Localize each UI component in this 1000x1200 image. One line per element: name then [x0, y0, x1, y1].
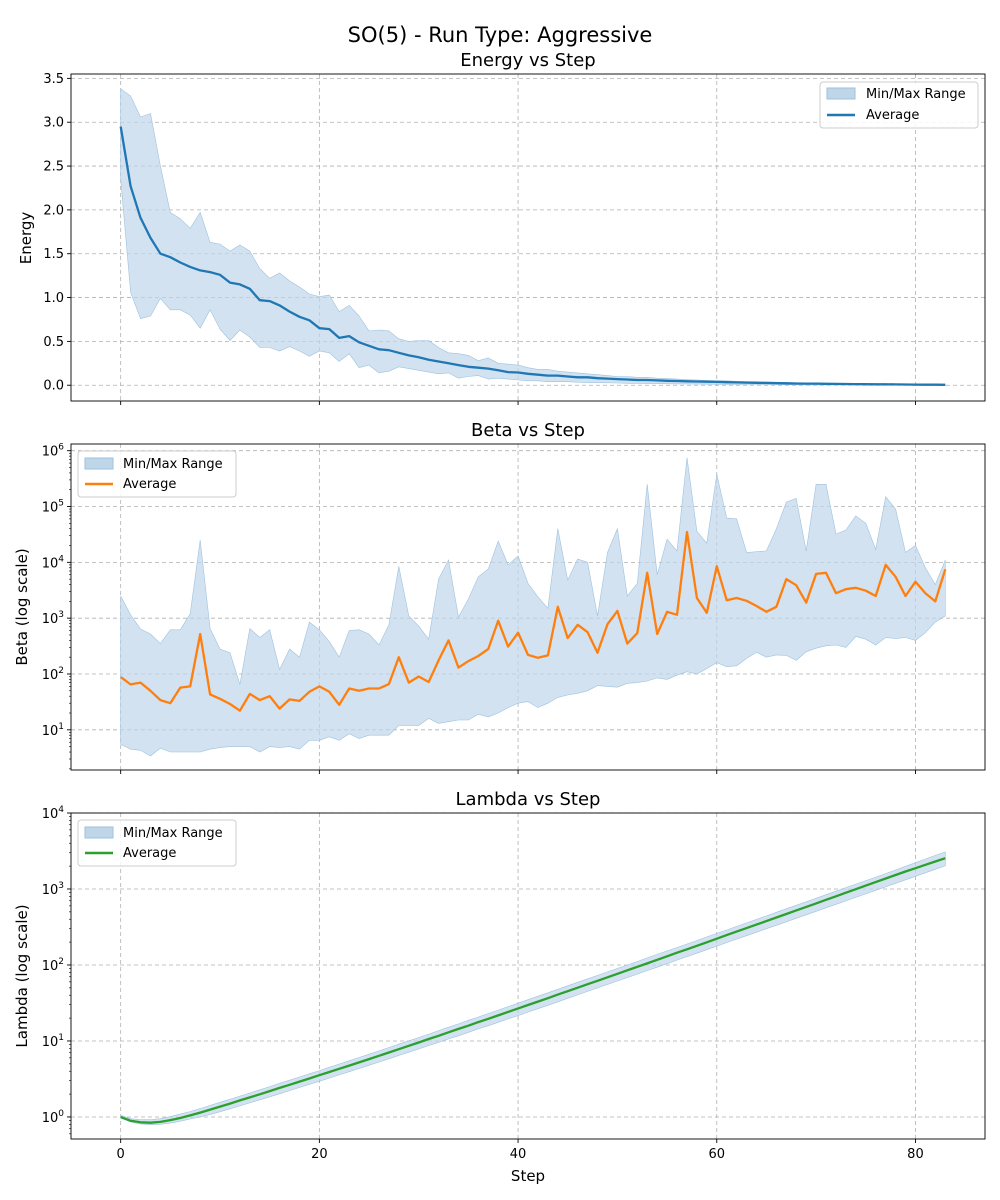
lambda-y-tick-label: 100 — [42, 1109, 65, 1126]
beta-plot — [120, 457, 947, 757]
beta-legend-box — [77, 450, 237, 498]
lambda-average-line — [120, 857, 946, 1124]
x-tick-label: 20 — [311, 1147, 328, 1162]
lambda-y-tick-label: 102 — [42, 957, 64, 974]
energy-y-tick-label: 0.0 — [43, 379, 64, 394]
lambda-legend: Min/Max Range Average — [77, 819, 237, 867]
lambda-y-tick-label: 101 — [42, 1033, 64, 1050]
energy-legend-box — [819, 81, 979, 129]
lambda-y-label: Lambda (log scale) — [13, 904, 31, 1047]
beta-legend: Min/Max Range Average — [77, 450, 237, 498]
x-axis-label: Step — [511, 1167, 545, 1185]
energy-y-tick-label: 3.5 — [43, 72, 64, 87]
lambda-minmax-band — [120, 851, 946, 1126]
lambda-x-ticks: 0 20 40 60 80 — [117, 1139, 924, 1162]
beta-legend-range-label: Min/Max Range — [123, 457, 223, 472]
energy-legend-range-label: Min/Max Range — [866, 87, 966, 102]
lambda-y-tick-label: 104 — [42, 805, 65, 822]
energy-y-tick-label: 2.0 — [43, 203, 64, 218]
energy-title: Energy vs Step — [460, 50, 595, 71]
x-tick-label: 80 — [907, 1147, 924, 1162]
lambda-y-ticks: 100 101 102 103 104 — [42, 805, 71, 1135]
energy-y-tick-label: 1.5 — [43, 247, 64, 262]
energy-legend-average-label: Average — [866, 108, 919, 123]
lambda-title: Lambda vs Step — [456, 789, 601, 810]
x-tick-label: 40 — [510, 1147, 527, 1162]
beta-panel: Beta vs Step 101 102 103 104 105 106 Beta (lo… — [13, 420, 986, 774]
energy-legend: Min/Max Range Average — [819, 81, 979, 129]
energy-y-label: Energy — [17, 212, 35, 265]
lambda-legend-range-label: Min/Max Range — [123, 826, 223, 841]
beta-y-ticks: 101 102 103 104 105 106 — [42, 443, 71, 770]
figure-title: SO(5) - Run Type: Aggressive — [348, 23, 653, 47]
energy-average-line — [119, 126, 946, 386]
energy-y-tick-label: 1.0 — [43, 291, 64, 306]
energy-minmax-band — [120, 88, 946, 386]
beta-y-tick-label: 101 — [42, 722, 64, 739]
beta-average-line — [120, 530, 947, 712]
beta-x-ticks — [120, 770, 916, 774]
x-tick-label: 0 — [117, 1147, 125, 1162]
beta-legend-average-label: Average — [123, 477, 176, 492]
energy-y-tick-label: 2.5 — [43, 160, 64, 175]
energy-legend-range-swatch — [826, 87, 856, 100]
beta-y-label: Beta (log scale) — [13, 548, 31, 665]
lambda-legend-range-swatch — [84, 826, 114, 839]
lambda-axes-frame — [70, 812, 986, 1140]
energy-y-ticks: 0.0 0.5 1.0 1.5 2.0 2.5 3.0 3.5 — [43, 72, 71, 394]
beta-y-tick-label: 105 — [42, 499, 64, 516]
lambda-panel: Lambda vs Step 100 101 102 103 104 0 20 40 60 80… — [13, 789, 986, 1185]
beta-y-tick-label: 102 — [42, 666, 64, 683]
beta-minmax-band — [120, 457, 946, 757]
energy-plot — [119, 88, 946, 386]
energy-grid — [71, 74, 985, 401]
energy-y-tick-label: 0.5 — [43, 335, 64, 350]
beta-title: Beta vs Step — [471, 420, 585, 441]
beta-y-tick-label: 103 — [42, 610, 64, 627]
energy-panel: Energy vs Step 0.00.51.01.52.02.53.03.5 … — [17, 50, 986, 405]
beta-legend-range-swatch — [84, 457, 114, 470]
lambda-y-tick-label: 103 — [42, 881, 64, 898]
beta-y-tick-label: 106 — [42, 443, 65, 460]
energy-y-tick-label: 3.0 — [43, 116, 64, 131]
lambda-legend-box — [77, 819, 237, 867]
x-tick-label: 60 — [708, 1147, 725, 1162]
lambda-plot — [120, 851, 946, 1126]
energy-axes-frame — [70, 73, 986, 402]
lambda-legend-average-label: Average — [123, 846, 176, 861]
beta-axes-frame — [70, 443, 986, 771]
energy-x-ticks — [120, 401, 916, 405]
beta-y-tick-label: 104 — [42, 554, 65, 571]
